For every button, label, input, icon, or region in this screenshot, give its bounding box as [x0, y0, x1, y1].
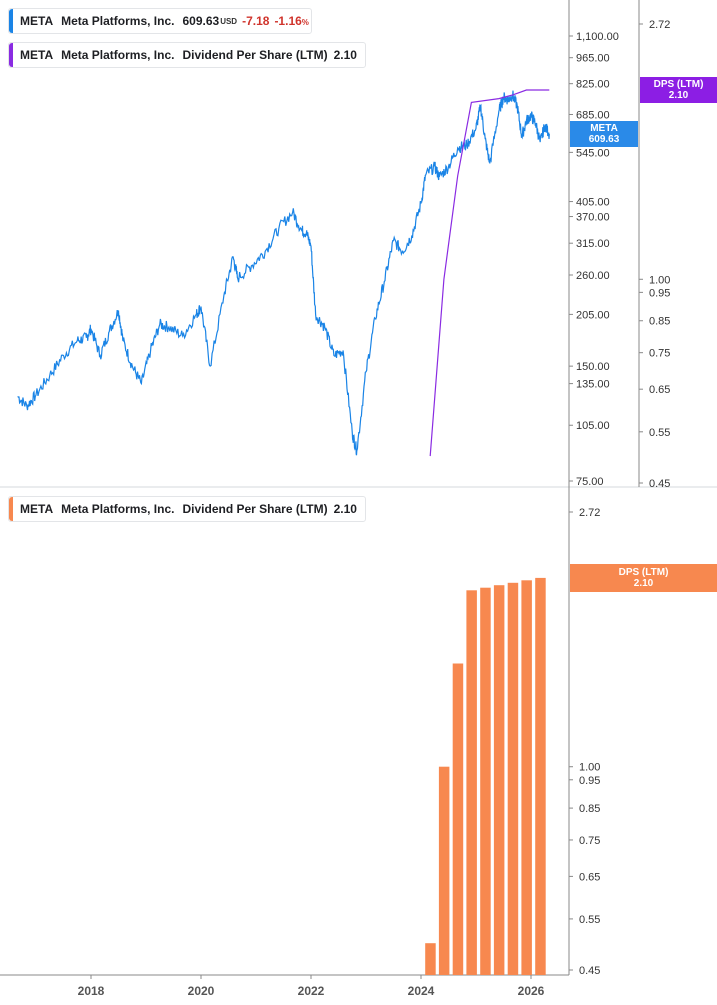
dps-bottom-legend-name: Meta Platforms, Inc. — [61, 502, 175, 516]
dps-bar — [507, 582, 519, 975]
dps-top-tick-label: 2.72 — [649, 19, 670, 31]
dps-top-tag-value: 2.10 — [668, 90, 689, 101]
dps-bar — [480, 587, 491, 975]
dps-top-tick-label: 0.85 — [649, 316, 670, 328]
dps-bottom-legend-symbol: META — [20, 502, 54, 516]
price-legend-name: Meta Platforms, Inc. — [61, 14, 175, 28]
price-legend-swatch — [9, 9, 13, 33]
dps-bottom-legend[interactable]: META Meta Platforms, Inc. Dividend Per S… — [8, 496, 366, 522]
dps-top-legend-metric: Dividend Per Share (LTM) — [182, 48, 328, 62]
dps-bottom-tick-label: 0.65 — [579, 871, 600, 883]
price-tick-label: 135.00 — [576, 379, 610, 391]
dps-bottom-tick-label: 2.72 — [579, 507, 600, 519]
price-tick-label: 405.00 — [576, 197, 610, 209]
price-tick-label: 965.00 — [576, 53, 610, 65]
price-legend-currency: USD — [220, 16, 238, 26]
dps-bar — [438, 766, 450, 975]
change-pct-value: -1.16 — [274, 14, 302, 28]
dps-bottom-legend-value: 2.10 — [333, 502, 357, 516]
dps-top-tick-label: 0.45 — [649, 478, 670, 490]
time-tick-label: 2024 — [408, 984, 435, 998]
time-tick-label: 2026 — [518, 984, 545, 998]
price-last-tag: META 609.63 — [570, 121, 638, 147]
dps-line — [429, 89, 550, 457]
dps-bar — [535, 577, 546, 975]
dps-top-tick-label: 0.65 — [649, 384, 670, 396]
dps-bottom-tick-label: 0.95 — [579, 775, 600, 787]
dps-bottom-legend-metric: Dividend Per Share (LTM) — [182, 502, 328, 516]
price-tick-label: 685.00 — [576, 109, 610, 121]
price-tick-label: 825.00 — [576, 79, 610, 91]
dps-top-legend-symbol: META — [20, 48, 54, 62]
dps-top-tick-label: 1.00 — [649, 274, 670, 286]
time-tick-label: 2022 — [298, 984, 325, 998]
price-tick-label: 150.00 — [576, 361, 610, 373]
dps-bottom-legend-swatch — [9, 497, 13, 521]
price-legend-change-pct: -1.16% — [274, 14, 308, 28]
price-tag-value: 609.63 — [588, 134, 620, 145]
dps-bar — [521, 580, 532, 975]
dps-top-legend-name: Meta Platforms, Inc. — [61, 48, 175, 62]
dps-top-last-tag: DPS (LTM) 2.10 — [640, 77, 717, 103]
price-legend-last: 609.63 — [182, 14, 220, 28]
dps-bar — [452, 663, 464, 975]
dps-top-tick-label: 0.75 — [649, 348, 670, 360]
dps-bottom-tag-value: 2.10 — [633, 578, 654, 589]
dps-top-legend[interactable]: META Meta Platforms, Inc. Dividend Per S… — [8, 42, 366, 68]
dps-bottom-tick-label: 0.75 — [579, 835, 600, 847]
dps-top-tick-label: 0.55 — [649, 427, 670, 439]
dps-bottom-tag-label: DPS (LTM) — [618, 567, 669, 578]
price-tick-label: 75.00 — [576, 476, 604, 488]
price-tag-symbol: META — [590, 123, 618, 134]
price-tick-label: 370.00 — [576, 212, 610, 224]
dps-bar — [466, 590, 477, 975]
time-tick-label: 2020 — [188, 984, 215, 998]
price-tick-label: 105.00 — [576, 420, 610, 432]
dps-top-tick-label: 0.95 — [649, 287, 670, 299]
time-tick-label: 2018 — [78, 984, 105, 998]
price-tick-label: 205.00 — [576, 309, 610, 321]
dps-top-legend-value: 2.10 — [333, 48, 357, 62]
dps-bar — [493, 585, 505, 975]
change-pct-sign: % — [301, 18, 309, 27]
dps-bottom-last-tag: DPS (LTM) 2.10 — [570, 564, 717, 592]
dps-bottom-tick-label: 0.45 — [579, 965, 600, 977]
dps-bottom-tick-label: 0.55 — [579, 914, 600, 926]
dps-bar — [425, 943, 436, 975]
price-tick-label: 260.00 — [576, 270, 610, 282]
meta-price-line — [17, 90, 550, 456]
dps-top-tag-label: DPS (LTM) — [653, 79, 704, 90]
dps-bottom-tick-label: 1.00 — [579, 762, 600, 774]
price-legend-symbol: META — [20, 14, 54, 28]
price-tick-label: 545.00 — [576, 147, 610, 159]
price-legend-change: -7.18 — [242, 14, 270, 28]
price-legend[interactable]: META Meta Platforms, Inc. 609.63 USD -7.… — [8, 8, 312, 34]
dps-bottom-tick-label: 0.85 — [579, 803, 600, 815]
price-tick-label: 315.00 — [576, 238, 610, 250]
price-tick-label: 1,100.00 — [576, 31, 619, 43]
dps-top-legend-swatch — [9, 43, 13, 67]
